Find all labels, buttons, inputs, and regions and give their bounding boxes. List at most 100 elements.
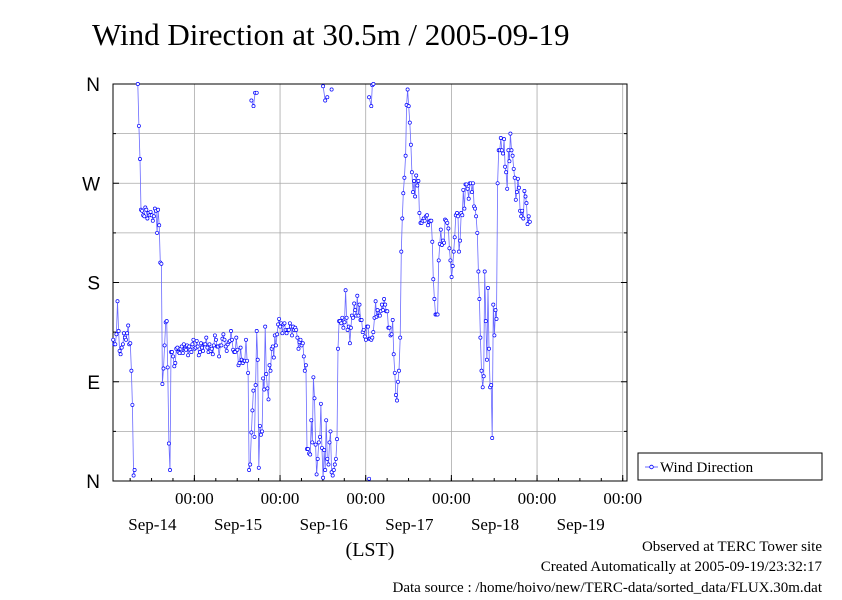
data-point [294, 327, 299, 332]
data-point [280, 331, 285, 336]
data-point [413, 194, 418, 199]
data-point [125, 331, 130, 336]
data-point [282, 321, 287, 326]
data-point [393, 393, 398, 397]
data-point [400, 216, 405, 221]
data-point [465, 186, 470, 191]
data-point [136, 123, 141, 128]
data-point [131, 473, 136, 478]
data-point [425, 213, 429, 218]
data-point [303, 363, 308, 368]
data-point [466, 196, 471, 201]
x-tick-time-label: 00:00 [346, 489, 385, 508]
data-point [249, 98, 254, 103]
data-point [343, 288, 348, 293]
data-point [517, 185, 521, 190]
footer-source: Data source : /home/hoivo/new/TERC-data/… [393, 580, 823, 595]
grid [113, 84, 627, 481]
data-point [221, 332, 226, 337]
data-point [317, 434, 322, 439]
data-point [142, 214, 147, 219]
data-point [284, 331, 289, 336]
data-point [200, 345, 204, 350]
data-point [162, 343, 167, 348]
data-point [366, 324, 370, 329]
data-point [383, 302, 388, 307]
data-point [114, 332, 119, 337]
data-point [325, 95, 330, 100]
data-point [222, 337, 227, 342]
data-point [490, 436, 495, 440]
data-point [509, 148, 514, 153]
data-point [448, 258, 453, 263]
data-point [119, 345, 124, 350]
data-point [129, 368, 134, 373]
data-point [157, 223, 162, 228]
x-tick-time-label: 00:00 [603, 489, 642, 508]
data-point [345, 327, 350, 332]
data-point [430, 239, 435, 244]
y-tick-labels: N E S W N [82, 75, 100, 493]
data-point [233, 350, 238, 354]
data-point [172, 364, 177, 369]
data-point [370, 335, 375, 340]
data-point [508, 131, 513, 136]
data-point [155, 230, 160, 235]
data-point [314, 472, 319, 477]
data-point [506, 148, 511, 153]
data-point [464, 182, 469, 187]
data-point [246, 370, 251, 375]
x-tick-date-label: Sep-16 [300, 515, 348, 534]
data-point [235, 347, 240, 352]
data-point [498, 136, 503, 140]
data-point [382, 297, 387, 301]
series-line [254, 89, 531, 478]
data-point [503, 164, 508, 169]
data-point [309, 418, 314, 423]
data-point [333, 456, 338, 461]
data-point [401, 191, 406, 196]
data-point [268, 368, 273, 373]
data-point [277, 316, 282, 321]
data-point [170, 350, 174, 354]
data-point [450, 264, 455, 268]
data-point [205, 345, 210, 350]
y-tick-label: N [86, 75, 100, 96]
data-point [385, 309, 390, 314]
data-point [447, 246, 452, 251]
data-point [321, 84, 326, 89]
data-point [160, 382, 165, 386]
data-point [132, 468, 137, 472]
data-point [250, 408, 255, 413]
data-point [251, 388, 256, 393]
data-point [210, 352, 215, 357]
data-point [339, 321, 344, 326]
data-point [229, 329, 233, 333]
data-point [499, 148, 504, 153]
data-point [263, 324, 268, 329]
x-tick-date-label: Sep-18 [471, 515, 519, 534]
x-tick-time-label: 00:00 [261, 489, 300, 508]
data-point [487, 346, 491, 351]
data-point [186, 353, 191, 358]
data-point [211, 343, 216, 348]
data-point [489, 383, 494, 388]
data-point [138, 157, 142, 161]
data-point [224, 348, 229, 353]
data-point [249, 430, 254, 435]
data-point [159, 261, 164, 266]
data-point [511, 166, 516, 171]
data-point [462, 206, 467, 211]
data-point [348, 325, 353, 330]
data-point [332, 462, 337, 467]
data-point [266, 397, 271, 402]
data-point [166, 441, 171, 446]
series-line [112, 301, 135, 476]
data-point [438, 227, 443, 232]
data-point [381, 308, 385, 313]
data-point [390, 318, 395, 322]
data-point [271, 355, 276, 360]
x-tick-date-label: Sep-14 [128, 515, 177, 534]
data-point [520, 208, 525, 213]
data-point [458, 238, 463, 243]
